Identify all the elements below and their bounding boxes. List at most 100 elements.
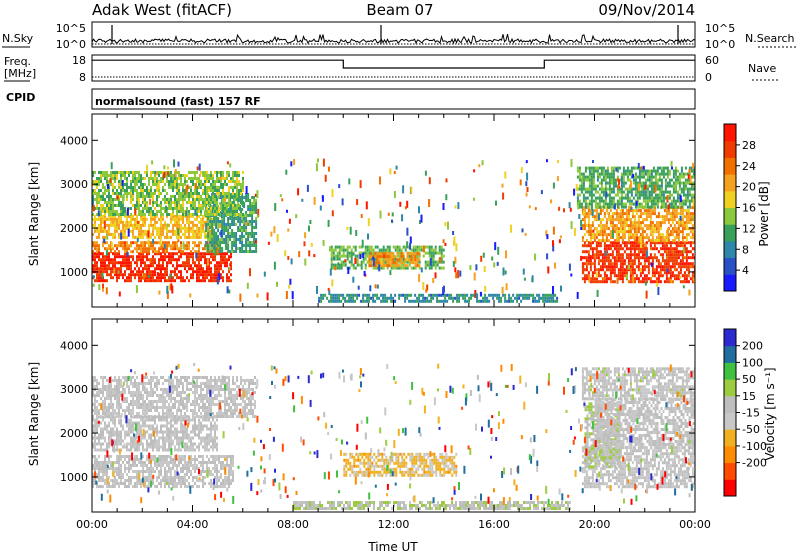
heatmap-cell	[176, 171, 178, 174]
heatmap-cell	[204, 198, 206, 201]
heatmap-cell	[376, 245, 379, 249]
heatmap-cell	[416, 299, 419, 303]
heatmap-cell	[587, 262, 590, 266]
heatmap-cell	[589, 230, 592, 234]
heatmap-cell	[116, 220, 118, 224]
heatmap-cell	[637, 250, 640, 254]
heatmap-cell	[600, 178, 603, 182]
heatmap-cell	[432, 296, 435, 300]
heatmap-cell	[348, 299, 351, 303]
heatmap-cell	[620, 184, 623, 188]
heatmap-cell	[121, 180, 124, 186]
heatmap-cell	[332, 263, 335, 267]
heatmap-cell	[222, 207, 224, 210]
heatmap-cell	[98, 198, 100, 201]
heatmap-cell	[372, 266, 375, 270]
heatmap-cell	[146, 217, 148, 221]
heatmap-cell	[402, 263, 405, 267]
heatmap-cell	[330, 266, 333, 270]
heatmap-cell	[318, 299, 321, 303]
heatmap-cell	[184, 183, 186, 186]
heatmap-cell	[520, 299, 523, 303]
heatmap-cell	[658, 172, 661, 176]
heatmap-cell	[98, 276, 100, 280]
heatmap-cell	[688, 193, 691, 197]
heatmap-cell	[198, 273, 200, 277]
heatmap-cell	[691, 212, 694, 216]
heatmap-cell	[586, 187, 589, 191]
heatmap-cell	[204, 258, 206, 262]
heatmap-cell	[592, 184, 595, 188]
heatmap-cell	[214, 201, 216, 204]
heatmap-cell	[617, 241, 620, 245]
heatmap-cell	[230, 177, 232, 180]
heatmap-cell	[188, 217, 190, 221]
heatmap-cell	[216, 267, 218, 271]
heatmap-cell	[644, 242, 647, 247]
heatmap-cell	[593, 280, 596, 284]
heatmap-cell	[176, 267, 178, 271]
heatmap-cell	[438, 248, 441, 252]
heatmap-cell	[617, 230, 620, 234]
heatmap-cell	[146, 210, 148, 213]
heatmap-cell	[180, 204, 182, 207]
heatmap-cell	[685, 241, 688, 245]
heatmap-cell	[130, 250, 132, 254]
heatmap-cell	[414, 261, 417, 265]
heatmap-cell	[629, 256, 632, 260]
heatmap-cell	[112, 267, 114, 271]
heatmap-cell	[152, 180, 154, 183]
heatmap-cell	[212, 258, 214, 262]
heatmap-cell	[643, 230, 646, 234]
heatmap-cell	[641, 247, 644, 251]
heatmap-cell	[618, 190, 621, 194]
heatmap-cell	[200, 258, 202, 262]
heatmap-cell	[609, 224, 612, 228]
heatmap-cell	[140, 189, 142, 192]
heatmap-cell	[384, 252, 387, 256]
heatmap-cell	[338, 263, 341, 267]
heatmap-cell	[186, 217, 188, 221]
heatmap-cell	[673, 230, 676, 234]
heatmap-cell	[599, 280, 602, 284]
heatmap-cell	[668, 196, 671, 200]
heatmap-cell	[96, 279, 98, 283]
heatmap-cell	[98, 217, 100, 221]
heatmap-cell	[583, 212, 586, 216]
heatmap-cell	[134, 204, 136, 207]
heatmap-cell	[680, 172, 683, 176]
heatmap-cell	[253, 211, 256, 214]
heatmap-cell	[576, 291, 579, 299]
heatmap-cell	[146, 195, 148, 198]
heatmap-cell	[633, 209, 636, 213]
heatmap-cell	[595, 280, 598, 284]
heatmap-cell	[336, 245, 339, 249]
heatmap-cell	[160, 192, 162, 195]
heatmap-cell	[156, 279, 158, 283]
heatmap-cell	[200, 223, 202, 227]
heatmap-cell	[118, 261, 120, 265]
heatmap-cell	[646, 178, 649, 182]
heatmap-cell	[640, 181, 643, 185]
heatmap-cell	[104, 217, 106, 221]
heatmap-cell	[683, 215, 686, 219]
heatmap-cell	[368, 293, 371, 297]
heatmap-cell	[251, 229, 254, 232]
heatmap-cell	[156, 195, 158, 198]
heatmap-cell	[589, 280, 592, 284]
heatmap-cell	[679, 244, 682, 248]
heatmap-cell	[693, 221, 695, 225]
heatmap-cell	[172, 276, 174, 280]
heatmap-cell	[599, 259, 602, 263]
heatmap-cell	[114, 235, 116, 239]
heatmap-cell	[673, 259, 676, 263]
heatmap-cell	[631, 212, 634, 216]
heatmap-cell	[190, 255, 192, 259]
heatmap-cell	[649, 209, 652, 213]
heatmap-cell	[297, 188, 300, 196]
heatmap-cell	[661, 274, 664, 278]
heatmap-cell	[650, 205, 653, 209]
heatmap-cell	[150, 220, 152, 224]
heatmap-cell	[136, 183, 138, 186]
heatmap-cell	[685, 212, 688, 216]
